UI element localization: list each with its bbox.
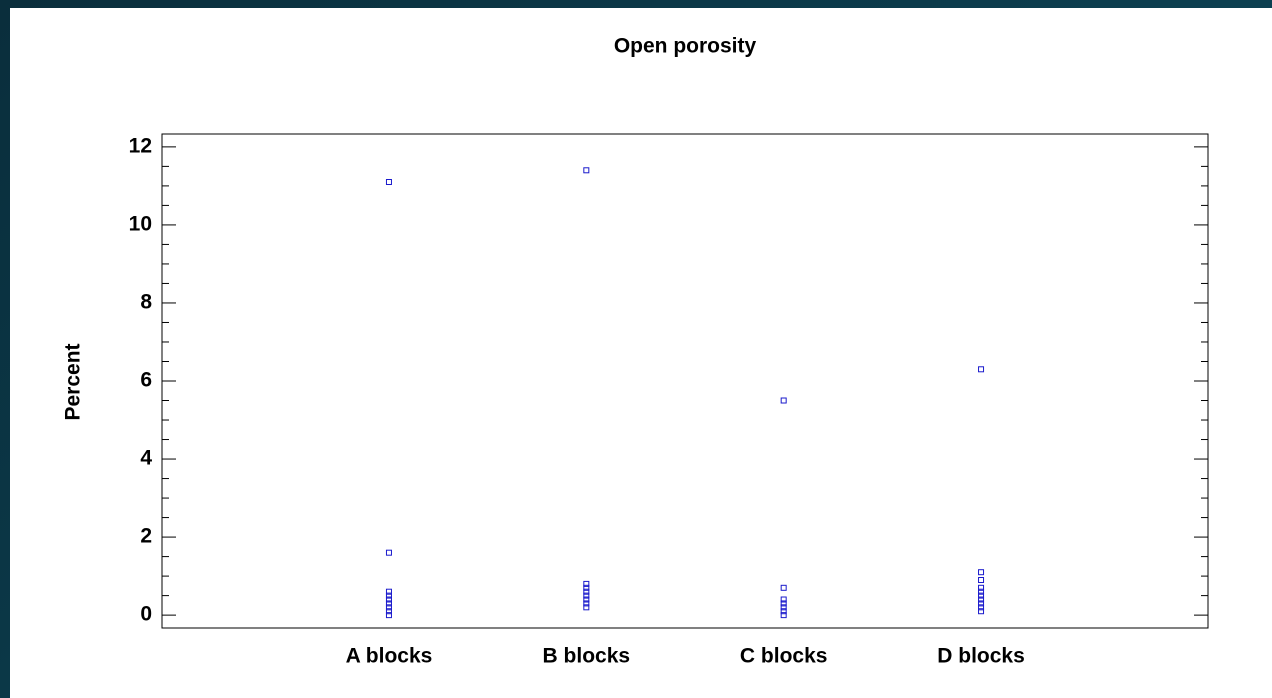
plot-frame <box>161 133 1209 629</box>
point <box>978 584 985 591</box>
point <box>978 569 985 576</box>
point <box>583 600 590 607</box>
point <box>583 584 590 591</box>
point <box>978 604 985 611</box>
point <box>978 596 985 603</box>
point <box>780 600 787 607</box>
point <box>583 592 590 599</box>
point <box>978 608 985 615</box>
point <box>385 178 392 185</box>
point <box>385 612 392 619</box>
point <box>385 608 392 615</box>
point <box>583 604 590 611</box>
y-tick-label: 0 <box>140 603 152 626</box>
point <box>385 600 392 607</box>
point <box>780 604 787 611</box>
point <box>583 580 590 587</box>
point <box>780 596 787 603</box>
point <box>583 167 590 174</box>
x-tick-label: A blocks <box>346 645 433 668</box>
y-tick-label: 12 <box>129 134 152 157</box>
y-tick-label: 2 <box>140 525 152 548</box>
y-tick-label: 6 <box>140 369 152 392</box>
y-axis-label: Percent <box>62 343 85 420</box>
point <box>978 366 985 373</box>
point <box>780 397 787 404</box>
y-tick-label: 8 <box>140 291 152 314</box>
point <box>385 604 392 611</box>
point <box>978 592 985 599</box>
point <box>780 608 787 615</box>
y-tick-label: 10 <box>129 212 152 235</box>
point <box>385 592 392 599</box>
point <box>385 596 392 603</box>
x-tick-label: D blocks <box>937 645 1025 668</box>
chart-title: Open porosity <box>614 35 757 58</box>
point <box>780 612 787 619</box>
x-tick-label: C blocks <box>740 645 828 668</box>
x-tick-label: B blocks <box>543 645 631 668</box>
point <box>978 588 985 595</box>
point <box>583 596 590 603</box>
y-tick-label: 4 <box>140 447 152 470</box>
point <box>978 600 985 607</box>
panel <box>10 8 1272 698</box>
point <box>583 588 590 595</box>
point <box>978 577 985 584</box>
point <box>780 584 787 591</box>
point <box>385 549 392 556</box>
point <box>385 588 392 595</box>
